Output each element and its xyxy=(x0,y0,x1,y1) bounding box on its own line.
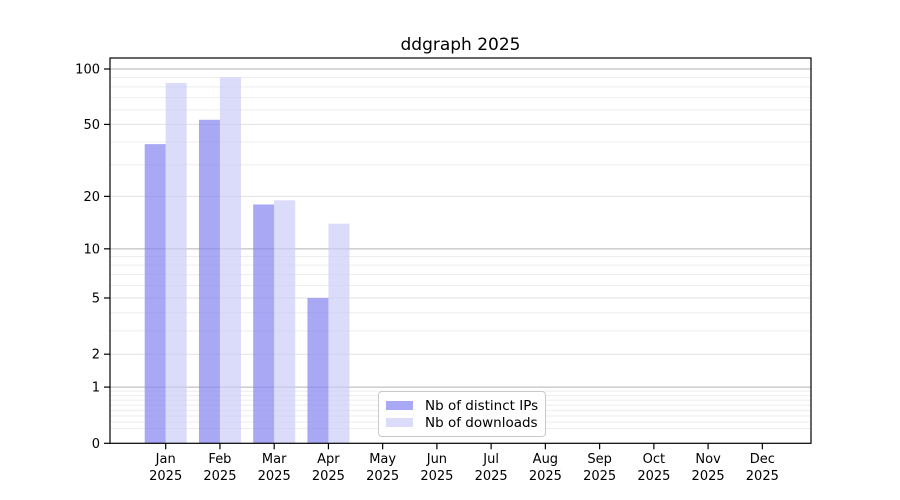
svg-text:2025: 2025 xyxy=(637,469,670,484)
svg-text:100: 100 xyxy=(75,63,100,78)
svg-text:Oct: Oct xyxy=(643,452,665,467)
svg-text:1: 1 xyxy=(92,381,100,396)
svg-text:2025: 2025 xyxy=(420,469,453,484)
svg-text:2025: 2025 xyxy=(149,469,182,484)
svg-text:May: May xyxy=(369,452,396,467)
svg-text:Jun: Jun xyxy=(426,452,447,467)
svg-text:0: 0 xyxy=(92,437,100,452)
svg-text:Jan: Jan xyxy=(155,452,176,467)
svg-text:20: 20 xyxy=(83,190,100,205)
svg-text:5: 5 xyxy=(92,291,100,306)
legend-item-distinct-ips: Nb of distinct IPs xyxy=(386,397,539,414)
svg-text:2025: 2025 xyxy=(692,469,725,484)
svg-text:Aug: Aug xyxy=(533,452,558,467)
legend-item-downloads: Nb of downloads xyxy=(386,414,538,431)
svg-text:2025: 2025 xyxy=(529,469,562,484)
svg-text:Nov: Nov xyxy=(695,452,721,467)
svg-text:50: 50 xyxy=(83,118,100,133)
svg-text:2025: 2025 xyxy=(746,469,779,484)
legend-swatch-downloads-icon xyxy=(386,418,413,427)
legend-swatch-distinct-ips-icon xyxy=(386,401,413,410)
svg-text:2025: 2025 xyxy=(258,469,291,484)
svg-text:2025: 2025 xyxy=(475,469,508,484)
chart-legend: Nb of distinct IPs Nb of downloads xyxy=(378,391,546,437)
svg-text:2025: 2025 xyxy=(312,469,345,484)
svg-text:Sep: Sep xyxy=(587,452,612,467)
svg-text:10: 10 xyxy=(83,242,100,257)
chart-title: ddgraph 2025 xyxy=(400,35,521,55)
legend-label-distinct-ips: Nb of distinct IPs xyxy=(425,397,539,414)
svg-text:2: 2 xyxy=(92,348,100,363)
svg-text:Dec: Dec xyxy=(750,452,775,467)
legend-label-downloads: Nb of downloads xyxy=(425,414,538,431)
svg-text:2025: 2025 xyxy=(366,469,399,484)
svg-text:Mar: Mar xyxy=(262,452,287,467)
svg-text:2025: 2025 xyxy=(583,469,616,484)
svg-text:Apr: Apr xyxy=(317,452,340,467)
svg-text:Feb: Feb xyxy=(208,452,231,467)
svg-text:2025: 2025 xyxy=(203,469,236,484)
svg-text:Jul: Jul xyxy=(482,452,499,467)
